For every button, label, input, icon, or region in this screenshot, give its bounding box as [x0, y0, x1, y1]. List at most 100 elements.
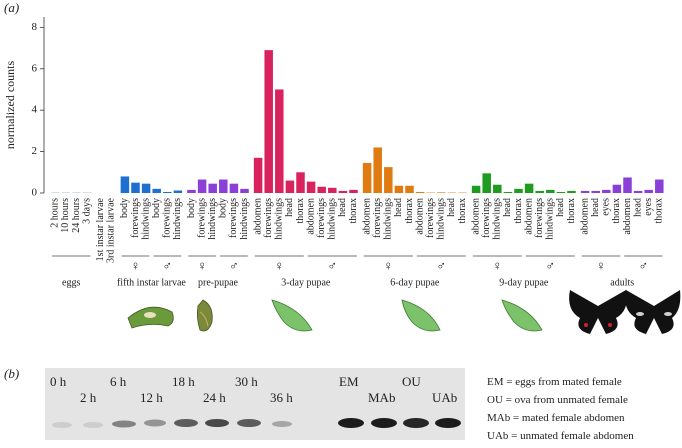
x-tick-label: thorax — [566, 198, 577, 224]
sex-label: ♂ — [639, 258, 649, 273]
x-tick-label: hindwings — [545, 198, 556, 240]
x-tick-label: forewings — [228, 198, 239, 238]
bar — [394, 185, 404, 193]
bar — [51, 192, 60, 193]
x-tick-label: 3rd instar larvae — [106, 197, 117, 263]
x-tick-label: hindwings — [327, 198, 338, 240]
y-axis-label: normalized counts — [3, 61, 17, 150]
lane-label: 30 h — [235, 374, 258, 389]
group-label: adults — [610, 277, 634, 288]
bar — [373, 147, 382, 193]
bar — [471, 185, 481, 193]
x-tick-label: body — [186, 198, 197, 218]
y-tick-label: 2 — [32, 145, 38, 157]
bar — [82, 192, 92, 193]
key-text: UAb = unmated female abdomen — [487, 430, 634, 442]
lane-label: 6 h — [110, 374, 127, 389]
bar — [61, 192, 71, 193]
bar — [163, 191, 172, 193]
x-tick-label: head — [446, 198, 457, 217]
x-tick-label: abdomen — [579, 198, 590, 235]
x-tick-label: hindwings — [492, 198, 503, 240]
x-tick-label: thorax — [348, 198, 359, 224]
x-tick-label: hindwings — [436, 198, 447, 240]
lane-label: 18 h — [172, 374, 195, 389]
key-text: OU = ova from unmated female — [487, 394, 628, 406]
illustration-pupa — [271, 299, 543, 332]
sex-label: ♂ — [545, 258, 555, 273]
x-tick-label: thorax — [513, 198, 524, 224]
group-label: 9-day pupae — [499, 277, 549, 288]
bar — [131, 182, 140, 193]
x-tick-label: head — [284, 198, 295, 217]
group-label: 3-day pupae — [281, 277, 331, 288]
bar — [493, 184, 502, 193]
y-tick-label: 4 — [32, 104, 38, 116]
group-label: 6-day pupae — [390, 277, 440, 288]
lane-label: 24 h — [203, 390, 226, 405]
bar — [275, 89, 284, 193]
x-tick-label: hindwings — [140, 198, 151, 240]
x-tick-label: thorax — [404, 198, 415, 224]
bar — [524, 183, 534, 193]
x-tick-label: forewings — [263, 198, 274, 238]
sex-label: ♀ — [274, 258, 284, 273]
bar — [253, 157, 263, 193]
x-tick-label: abdomen — [252, 198, 263, 235]
bar — [644, 189, 653, 193]
bar — [197, 179, 207, 193]
x-tick-label: hindwings — [207, 198, 218, 240]
sex-label: ♀ — [383, 258, 393, 273]
sex-label: ♂ — [162, 258, 172, 273]
lane-label: 2 h — [80, 390, 97, 405]
x-tick-label: thorax — [611, 198, 622, 224]
bar — [152, 188, 161, 193]
sex-label: ♂ — [327, 258, 337, 273]
bar — [580, 190, 590, 193]
x-tick-label: hindwings — [172, 198, 183, 240]
x-tick-label: abdomen — [622, 198, 633, 235]
bar — [187, 189, 196, 193]
bar — [173, 190, 183, 193]
bar — [338, 190, 348, 193]
x-tick-label: body — [151, 198, 162, 218]
bar — [120, 176, 130, 193]
x-tick-label: head — [502, 198, 513, 217]
illustration-butterfly — [569, 290, 681, 334]
x-tick-label: forewings — [425, 198, 436, 238]
x-tick-label: abdomen — [414, 198, 425, 235]
x-tick-label: abdomen — [523, 198, 534, 235]
sex-label: ♀ — [197, 258, 207, 273]
bar — [503, 191, 513, 193]
sex-label: ♀ — [131, 258, 141, 273]
panel-label: (b) — [4, 366, 19, 381]
x-tick-label: 10 hours — [60, 198, 71, 233]
bar — [591, 190, 600, 193]
bar — [556, 191, 566, 193]
bar — [285, 180, 295, 193]
bar — [349, 189, 358, 193]
illustration-caterpillar — [127, 306, 174, 329]
bar — [535, 190, 544, 193]
x-tick-label: thorax — [457, 198, 468, 224]
bar — [633, 190, 643, 193]
x-tick-label: forewings — [534, 198, 545, 238]
illustration-prepupa — [196, 299, 213, 332]
bar — [514, 188, 523, 193]
bar — [72, 192, 81, 193]
bar — [219, 179, 228, 193]
y-tick-label: 8 — [32, 21, 38, 33]
sex-label: ♂ — [436, 258, 446, 273]
x-tick-label: head — [337, 198, 348, 217]
sex-label: ♀ — [492, 258, 502, 273]
bar — [384, 167, 393, 193]
group-label: pre-pupae — [198, 277, 239, 288]
x-tick-label: head — [555, 198, 566, 217]
x-tick-label: forewings — [130, 198, 141, 238]
group-label: fifth instar larvae — [117, 277, 186, 288]
x-tick-label: eyes — [601, 198, 612, 216]
x-tick-label: abdomen — [470, 198, 481, 235]
x-tick-label: head — [590, 198, 601, 217]
sex-label: ♀ — [596, 258, 606, 273]
